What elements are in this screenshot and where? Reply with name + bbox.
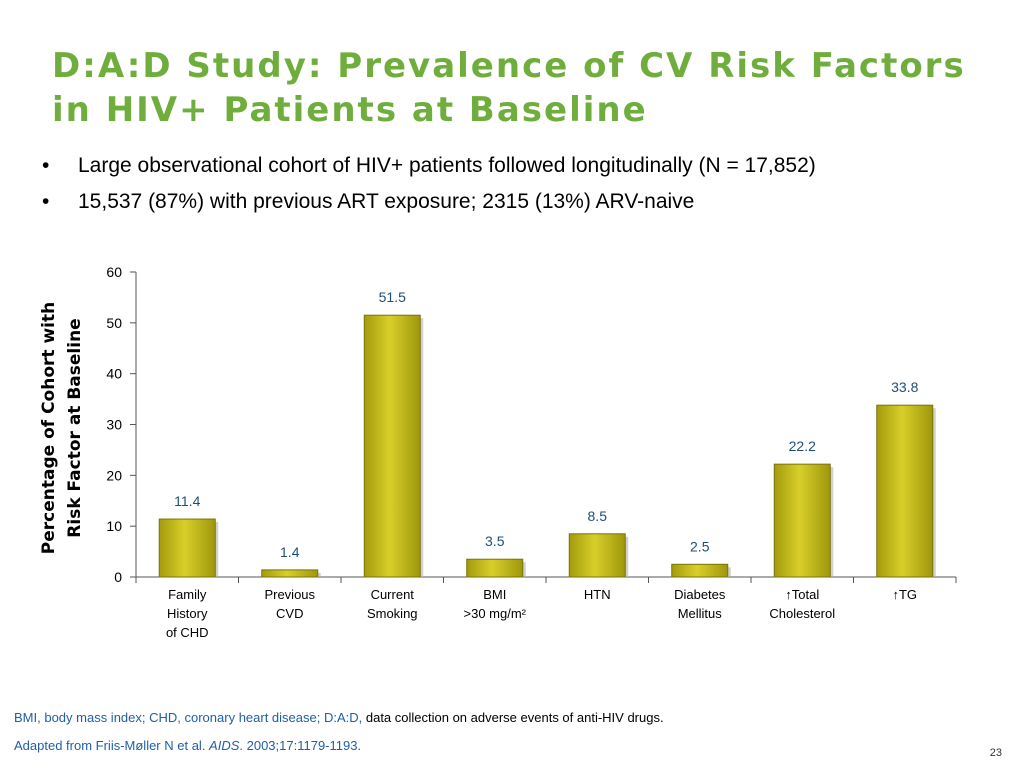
bullet-item: • 15,537 (87%) with previous ART exposure… xyxy=(40,188,940,215)
x-tick-label: Previous xyxy=(264,587,315,602)
bullet-list: • Large observational cohort of HIV+ pati… xyxy=(40,152,940,224)
bar xyxy=(466,558,524,578)
title-line-1: D:A:D Study: Prevalence of CV Risk Facto… xyxy=(52,46,966,86)
bar-value-label: 8.5 xyxy=(588,508,608,524)
bar xyxy=(671,563,729,578)
footnote-abbreviations: BMI, body mass index; CHD, coronary hear… xyxy=(14,710,366,725)
bullet-text: Large observational cohort of HIV+ patie… xyxy=(78,154,816,177)
source-citation: Adapted from Friis-Møller N et al. AIDS.… xyxy=(14,738,361,753)
x-tick-label: >30 mg/m² xyxy=(464,606,527,621)
bullet-dot-icon: • xyxy=(42,154,50,177)
y-tick-label: 30 xyxy=(106,417,122,433)
bullet-item: • Large observational cohort of HIV+ pati… xyxy=(40,152,940,179)
x-tick-label: Diabetes xyxy=(674,587,726,602)
y-tick-label: 10 xyxy=(106,518,122,534)
source-authors: Adapted from Friis-Møller N et al. xyxy=(14,738,210,753)
x-tick-label: ↑Total xyxy=(785,587,819,602)
x-tick-label: Smoking xyxy=(367,606,418,621)
bullet-text: 15,537 (87%) with previous ART exposure;… xyxy=(78,190,695,213)
bar xyxy=(876,404,934,578)
y-tick-label: 0 xyxy=(114,569,122,585)
source-details: . 2003;17:1179-1193. xyxy=(239,738,362,753)
bar xyxy=(158,518,216,578)
slide-title: D:A:D Study: Prevalence of CV Risk Facto… xyxy=(52,44,992,132)
x-tick-label: HTN xyxy=(584,587,611,602)
bar xyxy=(363,314,421,578)
y-tick-label: 60 xyxy=(106,264,122,280)
x-tick-label: CVD xyxy=(276,606,303,621)
y-tick-label: 20 xyxy=(106,467,122,483)
bar-value-label: 11.4 xyxy=(174,493,200,509)
bar-value-label: 22.2 xyxy=(789,438,816,454)
x-tick-label: Cholesterol xyxy=(769,606,835,621)
x-tick-label: History xyxy=(167,606,208,621)
bar xyxy=(261,569,319,578)
page-number: 23 xyxy=(989,747,1002,759)
x-tick-label: ↑TG xyxy=(892,587,917,602)
x-tick-label: of CHD xyxy=(166,625,209,640)
bar-value-label: 33.8 xyxy=(891,379,918,395)
x-tick-label: Mellitus xyxy=(678,606,723,621)
footnote: BMI, body mass index; CHD, coronary hear… xyxy=(14,710,664,725)
title-line-2: in HIV+ Patients at Baseline xyxy=(52,90,648,130)
y-tick-label: 40 xyxy=(106,366,122,382)
bar-value-label: 2.5 xyxy=(690,538,710,554)
x-tick-label: Current xyxy=(371,587,415,602)
x-tick-label: Family xyxy=(168,587,207,602)
y-tick-label: 50 xyxy=(106,315,122,331)
source-journal: AIDS xyxy=(209,738,240,753)
bullet-dot-icon: • xyxy=(42,190,50,213)
bar-value-label: 51.5 xyxy=(379,289,406,305)
footnote-description: data collection on adverse events of ant… xyxy=(365,710,664,725)
bar xyxy=(773,463,831,578)
bar-value-label: 3.5 xyxy=(485,533,505,549)
x-tick-label: BMI xyxy=(483,587,506,602)
bar-value-label: 1.4 xyxy=(280,544,300,560)
bar xyxy=(568,533,626,578)
